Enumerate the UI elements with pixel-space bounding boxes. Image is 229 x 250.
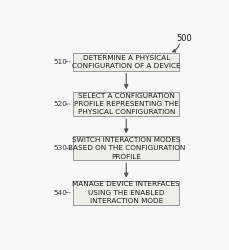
Text: DETERMINE A PHYSICAL
CONFIGURATION OF A DEVICE: DETERMINE A PHYSICAL CONFIGURATION OF A …	[72, 55, 180, 69]
Text: SWITCH INTERACTION MODES
BASED ON THE CONFIGURATION
PROFILE: SWITCH INTERACTION MODES BASED ON THE CO…	[68, 137, 185, 160]
Text: 510: 510	[54, 59, 67, 65]
Text: MANAGE DEVICE INTERFACES
USING THE ENABLED
INTERACTION MODE: MANAGE DEVICE INTERFACES USING THE ENABL…	[72, 182, 180, 204]
FancyBboxPatch shape	[73, 92, 180, 116]
Text: 530: 530	[54, 146, 67, 152]
Text: 520: 520	[54, 101, 67, 107]
Text: SELECT A CONFIGURATION
PROFILE REPRESENTING THE
PHYSICAL CONFIGURATION: SELECT A CONFIGURATION PROFILE REPRESENT…	[74, 93, 179, 115]
FancyBboxPatch shape	[73, 181, 180, 205]
FancyBboxPatch shape	[73, 136, 180, 160]
Text: 540: 540	[54, 190, 67, 196]
FancyBboxPatch shape	[73, 52, 180, 71]
Text: 500: 500	[176, 34, 192, 43]
